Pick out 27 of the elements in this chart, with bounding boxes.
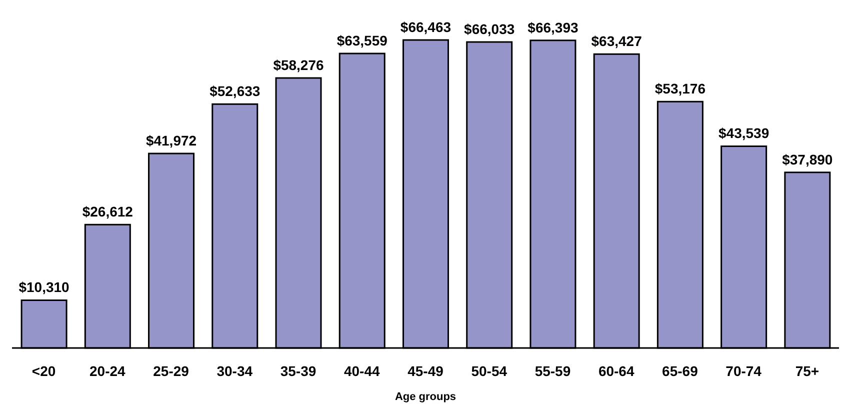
x-axis-title: Age groups	[394, 391, 456, 403]
x-tick-label: 25-29	[153, 362, 190, 379]
x-tick-label: 60-64	[598, 362, 634, 379]
x-tick-label: 40-44	[344, 362, 380, 379]
data-label: $43,539	[718, 125, 770, 142]
x-tick-label: 65-69	[662, 362, 698, 379]
data-label: $10,310	[18, 279, 70, 296]
x-tick-label: 35-39	[280, 362, 316, 379]
data-label: $52,633	[210, 83, 260, 100]
x-tick-label: 45-49	[408, 362, 444, 379]
x-tick-label: 70-74	[726, 362, 762, 379]
data-label: $66,033	[464, 20, 515, 37]
x-tick-label: 50-54	[471, 362, 508, 379]
x-tick-label: 75+	[795, 362, 820, 379]
data-label: $66,463	[400, 19, 452, 35]
data-label: $53,176	[654, 80, 706, 97]
x-tick-label: 30-34	[216, 362, 253, 379]
data-label: $63,559	[336, 32, 388, 48]
data-label: $66,393	[528, 19, 578, 36]
data-label: $58,276	[273, 56, 324, 73]
data-label: $37,890	[782, 151, 833, 168]
x-tick-label: 55-59	[534, 362, 571, 379]
data-label: $41,972	[146, 132, 197, 148]
data-label: $26,612	[82, 204, 134, 220]
x-tick-label: <20	[32, 362, 56, 379]
data-label: $63,427	[591, 33, 642, 50]
x-tick-label: 20-24	[90, 362, 126, 379]
